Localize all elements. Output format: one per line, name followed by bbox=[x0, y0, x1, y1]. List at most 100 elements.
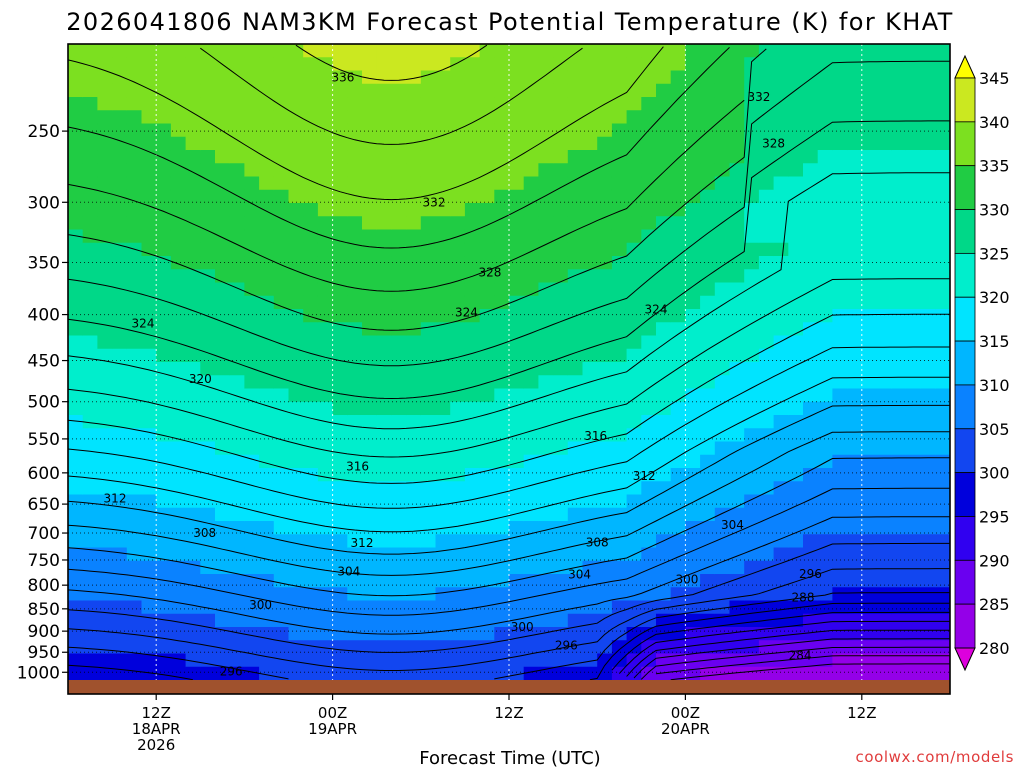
field-cell bbox=[891, 666, 907, 680]
field-cell bbox=[803, 176, 819, 191]
field-cell bbox=[97, 653, 113, 668]
field-cell bbox=[141, 256, 157, 270]
field-cell bbox=[332, 57, 348, 72]
field-cell bbox=[626, 97, 642, 111]
field-cell bbox=[729, 322, 745, 337]
field-cell bbox=[259, 203, 275, 217]
field-cell bbox=[97, 136, 113, 151]
field-cell bbox=[450, 70, 466, 85]
field-cell bbox=[538, 110, 554, 125]
field-cell bbox=[597, 163, 613, 178]
field-cell bbox=[288, 388, 304, 403]
field-cell bbox=[788, 375, 804, 390]
field-cell bbox=[905, 150, 922, 164]
field-cell bbox=[494, 189, 510, 204]
field-cell bbox=[82, 375, 98, 390]
field-cell bbox=[905, 57, 922, 72]
field-cell bbox=[141, 70, 157, 85]
field-cell bbox=[464, 282, 481, 297]
field-cell bbox=[685, 269, 701, 284]
field-cell bbox=[391, 415, 407, 429]
field-cell bbox=[685, 123, 701, 138]
field-cell bbox=[303, 587, 319, 602]
field-cell bbox=[803, 507, 819, 522]
field-cell bbox=[847, 150, 863, 164]
field-cell bbox=[832, 335, 848, 350]
field-cell bbox=[773, 348, 789, 363]
colorbar-label: 290 bbox=[979, 551, 1010, 570]
y-tick-label: 250 bbox=[28, 122, 60, 142]
field-cell bbox=[538, 309, 554, 323]
field-cell bbox=[714, 242, 731, 257]
field-cell bbox=[553, 322, 569, 337]
field-cell bbox=[509, 600, 525, 615]
field-cell bbox=[523, 203, 539, 217]
field-cell bbox=[494, 494, 510, 509]
field-cell bbox=[185, 163, 201, 178]
field-cell bbox=[332, 468, 348, 482]
field-cell bbox=[170, 454, 187, 469]
field-cell bbox=[523, 560, 539, 575]
field-cell bbox=[773, 627, 789, 641]
field-cell bbox=[847, 97, 863, 111]
field-cell bbox=[244, 494, 260, 509]
field-cell bbox=[611, 494, 628, 509]
field-cell bbox=[420, 176, 437, 191]
field-cell bbox=[288, 136, 304, 151]
field-cell bbox=[817, 613, 833, 628]
field-cell bbox=[891, 415, 907, 429]
field-cell bbox=[464, 163, 481, 178]
field-cell bbox=[523, 150, 539, 164]
field-cell bbox=[450, 494, 466, 509]
field-cell bbox=[656, 150, 672, 164]
field-cell bbox=[464, 83, 481, 98]
field-cell bbox=[156, 613, 172, 628]
field-cell bbox=[406, 229, 422, 244]
field-cell bbox=[126, 176, 143, 191]
field-cell bbox=[538, 70, 554, 85]
field-cell bbox=[700, 521, 716, 535]
colorbar-label: 330 bbox=[979, 201, 1010, 220]
field-cell bbox=[494, 587, 510, 602]
field-cell bbox=[376, 388, 392, 403]
field-cell bbox=[185, 521, 201, 535]
field-cell bbox=[685, 468, 701, 482]
field-cell bbox=[112, 494, 128, 509]
field-cell bbox=[597, 666, 613, 680]
field-cell bbox=[656, 560, 672, 575]
field-cell bbox=[567, 44, 584, 58]
field-cell bbox=[450, 176, 466, 191]
field-cell bbox=[611, 83, 628, 98]
field-cell bbox=[905, 176, 922, 191]
field-cell bbox=[626, 269, 642, 284]
field-cell bbox=[861, 375, 878, 390]
field-cell bbox=[744, 547, 760, 562]
field-cell bbox=[435, 44, 451, 58]
field-cell bbox=[435, 627, 451, 641]
contour-label: 312 bbox=[104, 492, 127, 506]
field-cell bbox=[112, 574, 128, 588]
field-cell bbox=[494, 282, 510, 297]
field-cell bbox=[582, 534, 598, 549]
field-cell bbox=[891, 428, 907, 443]
field-cell bbox=[317, 189, 334, 204]
field-cell bbox=[317, 70, 334, 85]
field-cell bbox=[847, 600, 863, 615]
field-cell bbox=[317, 123, 334, 138]
field-cell bbox=[273, 415, 290, 429]
field-cell bbox=[68, 110, 84, 125]
field-cell bbox=[729, 189, 745, 204]
field-cell bbox=[567, 335, 584, 350]
field-cell bbox=[141, 415, 157, 429]
field-cell bbox=[141, 507, 157, 522]
field-cell bbox=[347, 282, 363, 297]
field-cell bbox=[538, 256, 554, 270]
field-cell bbox=[362, 44, 378, 58]
field-cell bbox=[185, 282, 201, 297]
field-cell bbox=[376, 560, 392, 575]
field-cell bbox=[876, 415, 892, 429]
field-cell bbox=[82, 428, 98, 443]
field-cell bbox=[229, 269, 245, 284]
field-cell bbox=[82, 401, 98, 416]
field-cell bbox=[729, 229, 745, 244]
